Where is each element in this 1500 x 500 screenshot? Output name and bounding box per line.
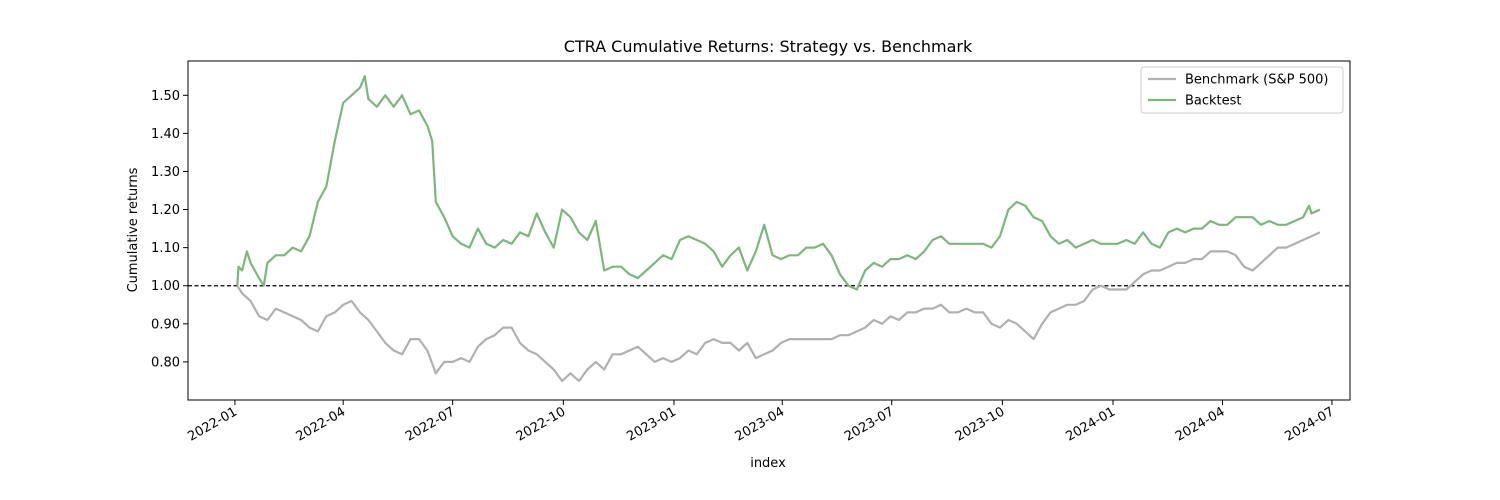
series-line-backtest bbox=[236, 75, 1321, 291]
x-tick-label: 2022-04 bbox=[294, 404, 349, 444]
y-tick-label: 1.10 bbox=[151, 241, 180, 256]
x-axis-title: index bbox=[750, 456, 786, 471]
y-tick-label: 1.20 bbox=[151, 203, 180, 218]
y-tick-label: 1.30 bbox=[151, 165, 180, 180]
x-tick-label: 2022-10 bbox=[514, 404, 569, 444]
x-tick-label: 2022-07 bbox=[403, 404, 458, 444]
y-tick-label: 0.80 bbox=[151, 355, 180, 370]
series-line-benchmark bbox=[236, 231, 1321, 383]
y-tick-label: 1.50 bbox=[151, 89, 180, 104]
x-tick-label: 2024-07 bbox=[1282, 404, 1337, 444]
x-tick-label: 2023-01 bbox=[624, 404, 679, 444]
legend-box bbox=[1140, 66, 1344, 114]
plot-area bbox=[188, 75, 1350, 383]
x-tick-label: 2023-10 bbox=[953, 404, 1008, 444]
x-tick-label: 2024-01 bbox=[1063, 404, 1118, 444]
y-tick-label: 1.00 bbox=[151, 279, 180, 294]
x-tick-label: 2023-07 bbox=[842, 404, 897, 444]
plot-frame bbox=[187, 60, 1351, 401]
legend-label: Benchmark (S&P 500) bbox=[1185, 73, 1329, 88]
y-axis-title: Cumulative returns bbox=[126, 167, 141, 292]
y-tick-label: 1.40 bbox=[151, 127, 180, 142]
x-tick-label: 2023-04 bbox=[733, 404, 788, 444]
y-tick-label: 0.90 bbox=[151, 317, 180, 332]
legend: Benchmark (S&P 500) Backtest bbox=[1140, 66, 1344, 114]
chart-title: CTRA Cumulative Returns: Strategy vs. Be… bbox=[564, 37, 973, 56]
x-tick-label: 2024-04 bbox=[1173, 404, 1228, 444]
axis-ticks: 2022-01 2022-04 2022-07 2022-10 2023-01 2023-… bbox=[151, 89, 1337, 445]
x-tick-label: 2022-01 bbox=[185, 404, 240, 444]
legend-label: Backtest bbox=[1185, 94, 1242, 109]
